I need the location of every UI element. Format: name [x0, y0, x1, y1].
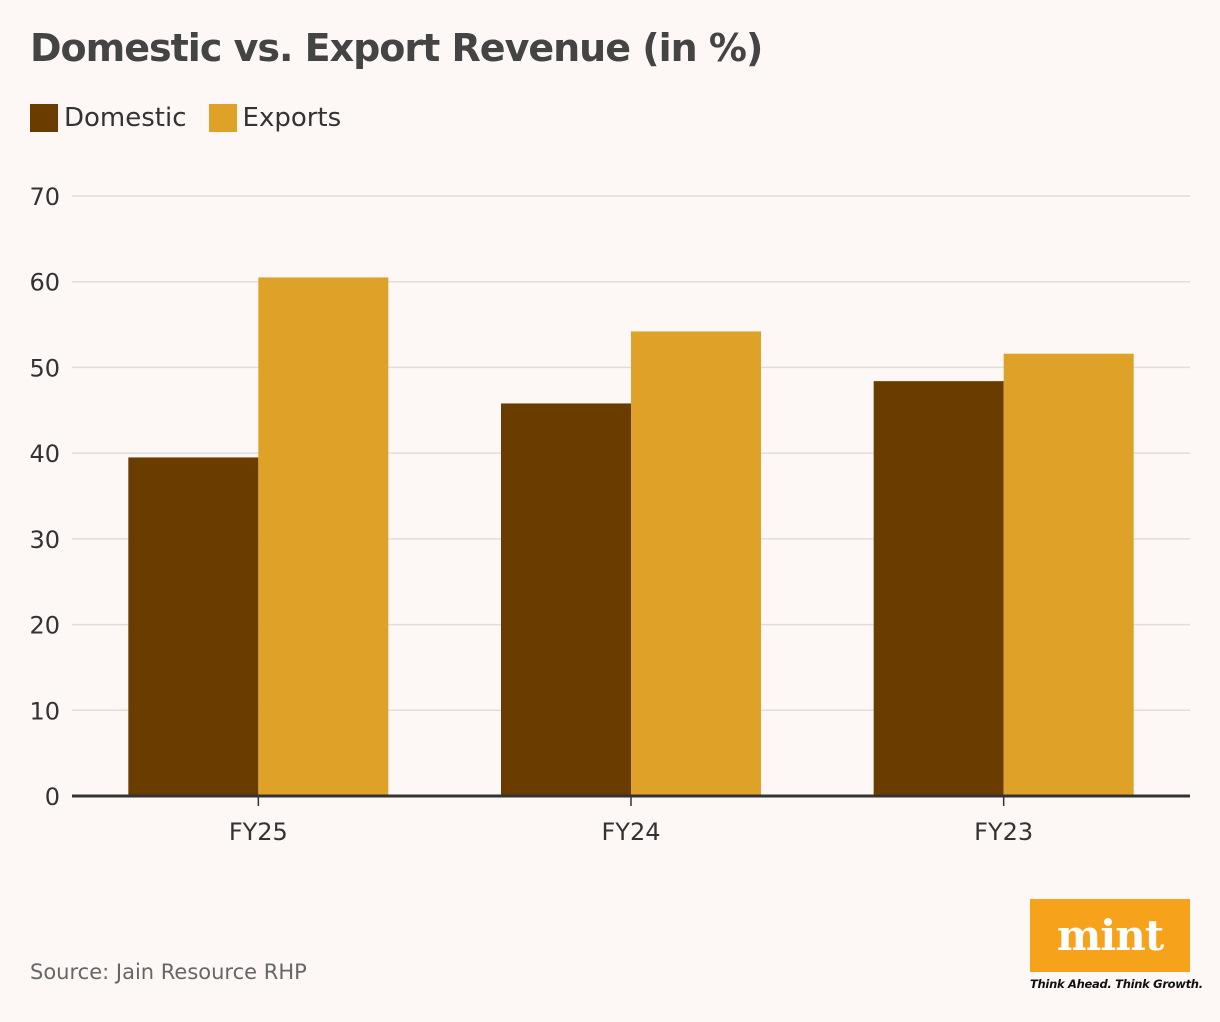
legend-swatch-domestic: [30, 104, 58, 132]
bar-chart: 0 10 20 30 40 50 60 70 FY25 FY24 FY23: [29, 183, 1190, 846]
y-tick-label-50: 50: [29, 354, 60, 382]
bar-domestic-fy24: [501, 403, 631, 796]
mint-logo-word: mint: [1056, 910, 1164, 960]
mint-logo: mint Think Ahead. Think Growth.: [1030, 899, 1203, 991]
mint-logo-tagline: Think Ahead. Think Growth.: [1030, 977, 1203, 991]
y-tick-label-0: 0: [45, 783, 60, 811]
bar-domestic-fy23: [873, 381, 1004, 796]
legend-swatch-exports: [208, 104, 237, 132]
legend-label-exports: Exports: [242, 103, 342, 133]
bar-exports-fy24: [631, 331, 761, 796]
x-tick-label-fy25: FY25: [229, 818, 288, 846]
x-tick-label-fy23: FY23: [974, 818, 1033, 846]
bar-domestic-fy25: [128, 457, 259, 796]
x-tick-label-fy24: FY24: [601, 818, 660, 846]
legend-label-domestic: Domestic: [64, 103, 187, 133]
legend-item-exports: Exports: [208, 103, 342, 133]
y-tick-label-40: 40: [29, 440, 60, 468]
legend-item-domestic: Domestic: [30, 103, 187, 133]
bar-exports-fy23: [1003, 353, 1134, 796]
bar-exports-fy25: [258, 277, 389, 796]
y-tick-label-10: 10: [29, 697, 60, 725]
source-note: Source: Jain Resource RHP: [30, 960, 307, 984]
y-tick-label-30: 30: [29, 526, 60, 554]
y-tick-label-20: 20: [29, 612, 60, 640]
mint-logo-box: mint: [1030, 899, 1190, 972]
chart-title: Domestic vs. Export Revenue (in %): [30, 26, 763, 70]
y-tick-label-60: 60: [29, 269, 60, 297]
legend: Domestic Exports: [30, 103, 363, 133]
y-tick-label-70: 70: [29, 183, 60, 211]
